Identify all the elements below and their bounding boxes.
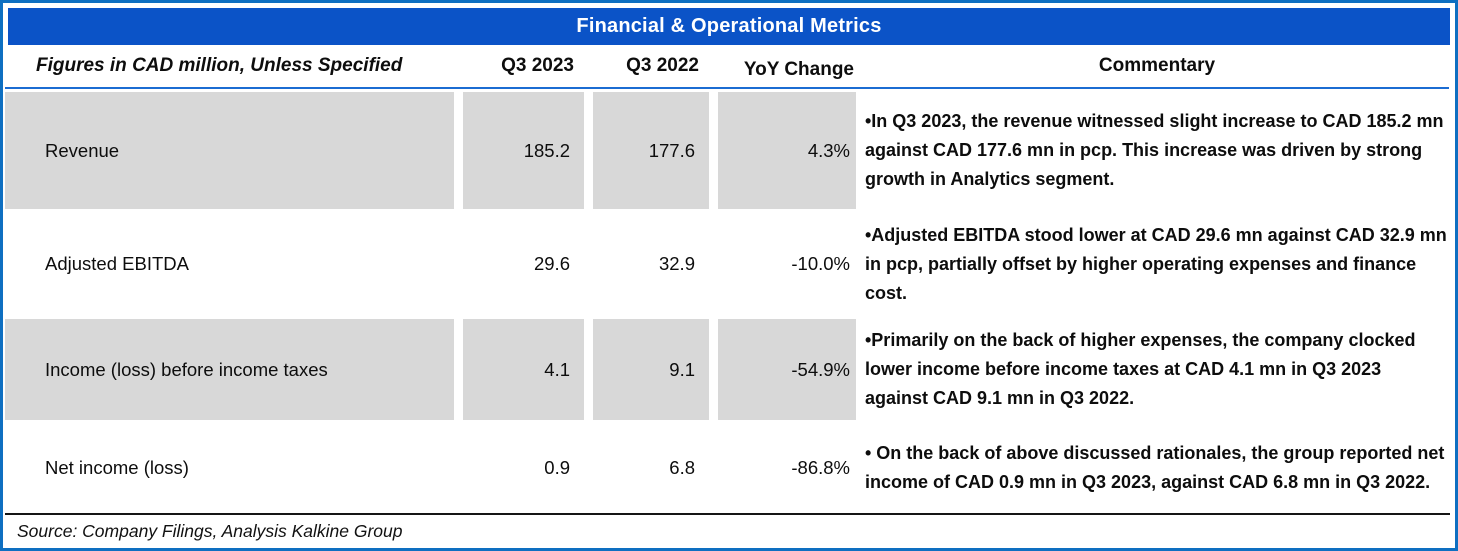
ebitda-q3-2023-value: 29.6 bbox=[533, 253, 570, 274]
net-income-q3-2022-value: 6.8 bbox=[669, 456, 695, 478]
ebitda-q3-2022-value: 32.9 bbox=[658, 253, 695, 274]
table-row-ebitda-label: Adjusted EBITDA bbox=[45, 253, 189, 274]
revenue-q3-2022-value: 177.6 bbox=[593, 92, 709, 209]
table-row-pretax-income-label: Income (loss) before income taxes bbox=[5, 319, 454, 420]
revenue-q3-2023-value: 185.2 bbox=[463, 92, 584, 209]
header-yoy-change: YoY Change bbox=[743, 59, 854, 80]
header-metric: Figures in CAD million, Unless Specified bbox=[36, 55, 403, 76]
ebitda-commentary: •Adjusted EBITDA stood lower at CAD 29.6… bbox=[865, 224, 1447, 303]
table-row-net-income-label: Net income (loss) bbox=[45, 456, 189, 478]
net-income-commentary: • On the back of above discussed rationa… bbox=[865, 442, 1445, 492]
ebitda-yoy-value: -10.0% bbox=[791, 253, 850, 274]
source-divider bbox=[5, 513, 1450, 515]
table-row-revenue-label: Revenue bbox=[5, 92, 454, 209]
panel-title-bar: Financial & Operational Metrics bbox=[8, 8, 1450, 45]
table-body: Revenue 185.2 177.6 4.3% •In Q3 2023, th… bbox=[5, 92, 1449, 510]
pretax-income-q3-2023-value: 4.1 bbox=[463, 319, 584, 420]
revenue-commentary: •In Q3 2023, the revenue witnessed sligh… bbox=[865, 111, 1444, 189]
source-note: Source: Company Filings, Analysis Kalkin… bbox=[17, 520, 403, 541]
net-income-q3-2023-value: 0.9 bbox=[544, 456, 570, 478]
pretax-income-q3-2022-value: 9.1 bbox=[593, 319, 709, 420]
table-header-row: Figures in CAD million, Unless Specified… bbox=[5, 45, 1449, 89]
header-q3-2023: Q3 2023 bbox=[501, 55, 574, 76]
net-income-yoy-value: -86.8% bbox=[791, 456, 850, 478]
pretax-income-commentary: •Primarily on the back of higher expense… bbox=[865, 330, 1416, 408]
revenue-yoy-value: 4.3% bbox=[718, 92, 856, 209]
pretax-income-yoy-value: -54.9% bbox=[718, 319, 856, 420]
panel-title: Financial & Operational Metrics bbox=[576, 15, 882, 37]
header-q3-2022: Q3 2022 bbox=[626, 55, 699, 76]
header-commentary: Commentary bbox=[1098, 55, 1216, 76]
